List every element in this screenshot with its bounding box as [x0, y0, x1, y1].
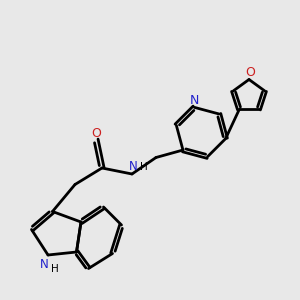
Text: N: N: [40, 257, 49, 271]
Text: H: H: [140, 161, 148, 172]
Text: O: O: [246, 66, 255, 80]
Text: H: H: [51, 263, 58, 274]
Text: O: O: [91, 127, 101, 140]
Text: N: N: [190, 94, 199, 107]
Text: N: N: [129, 160, 138, 173]
